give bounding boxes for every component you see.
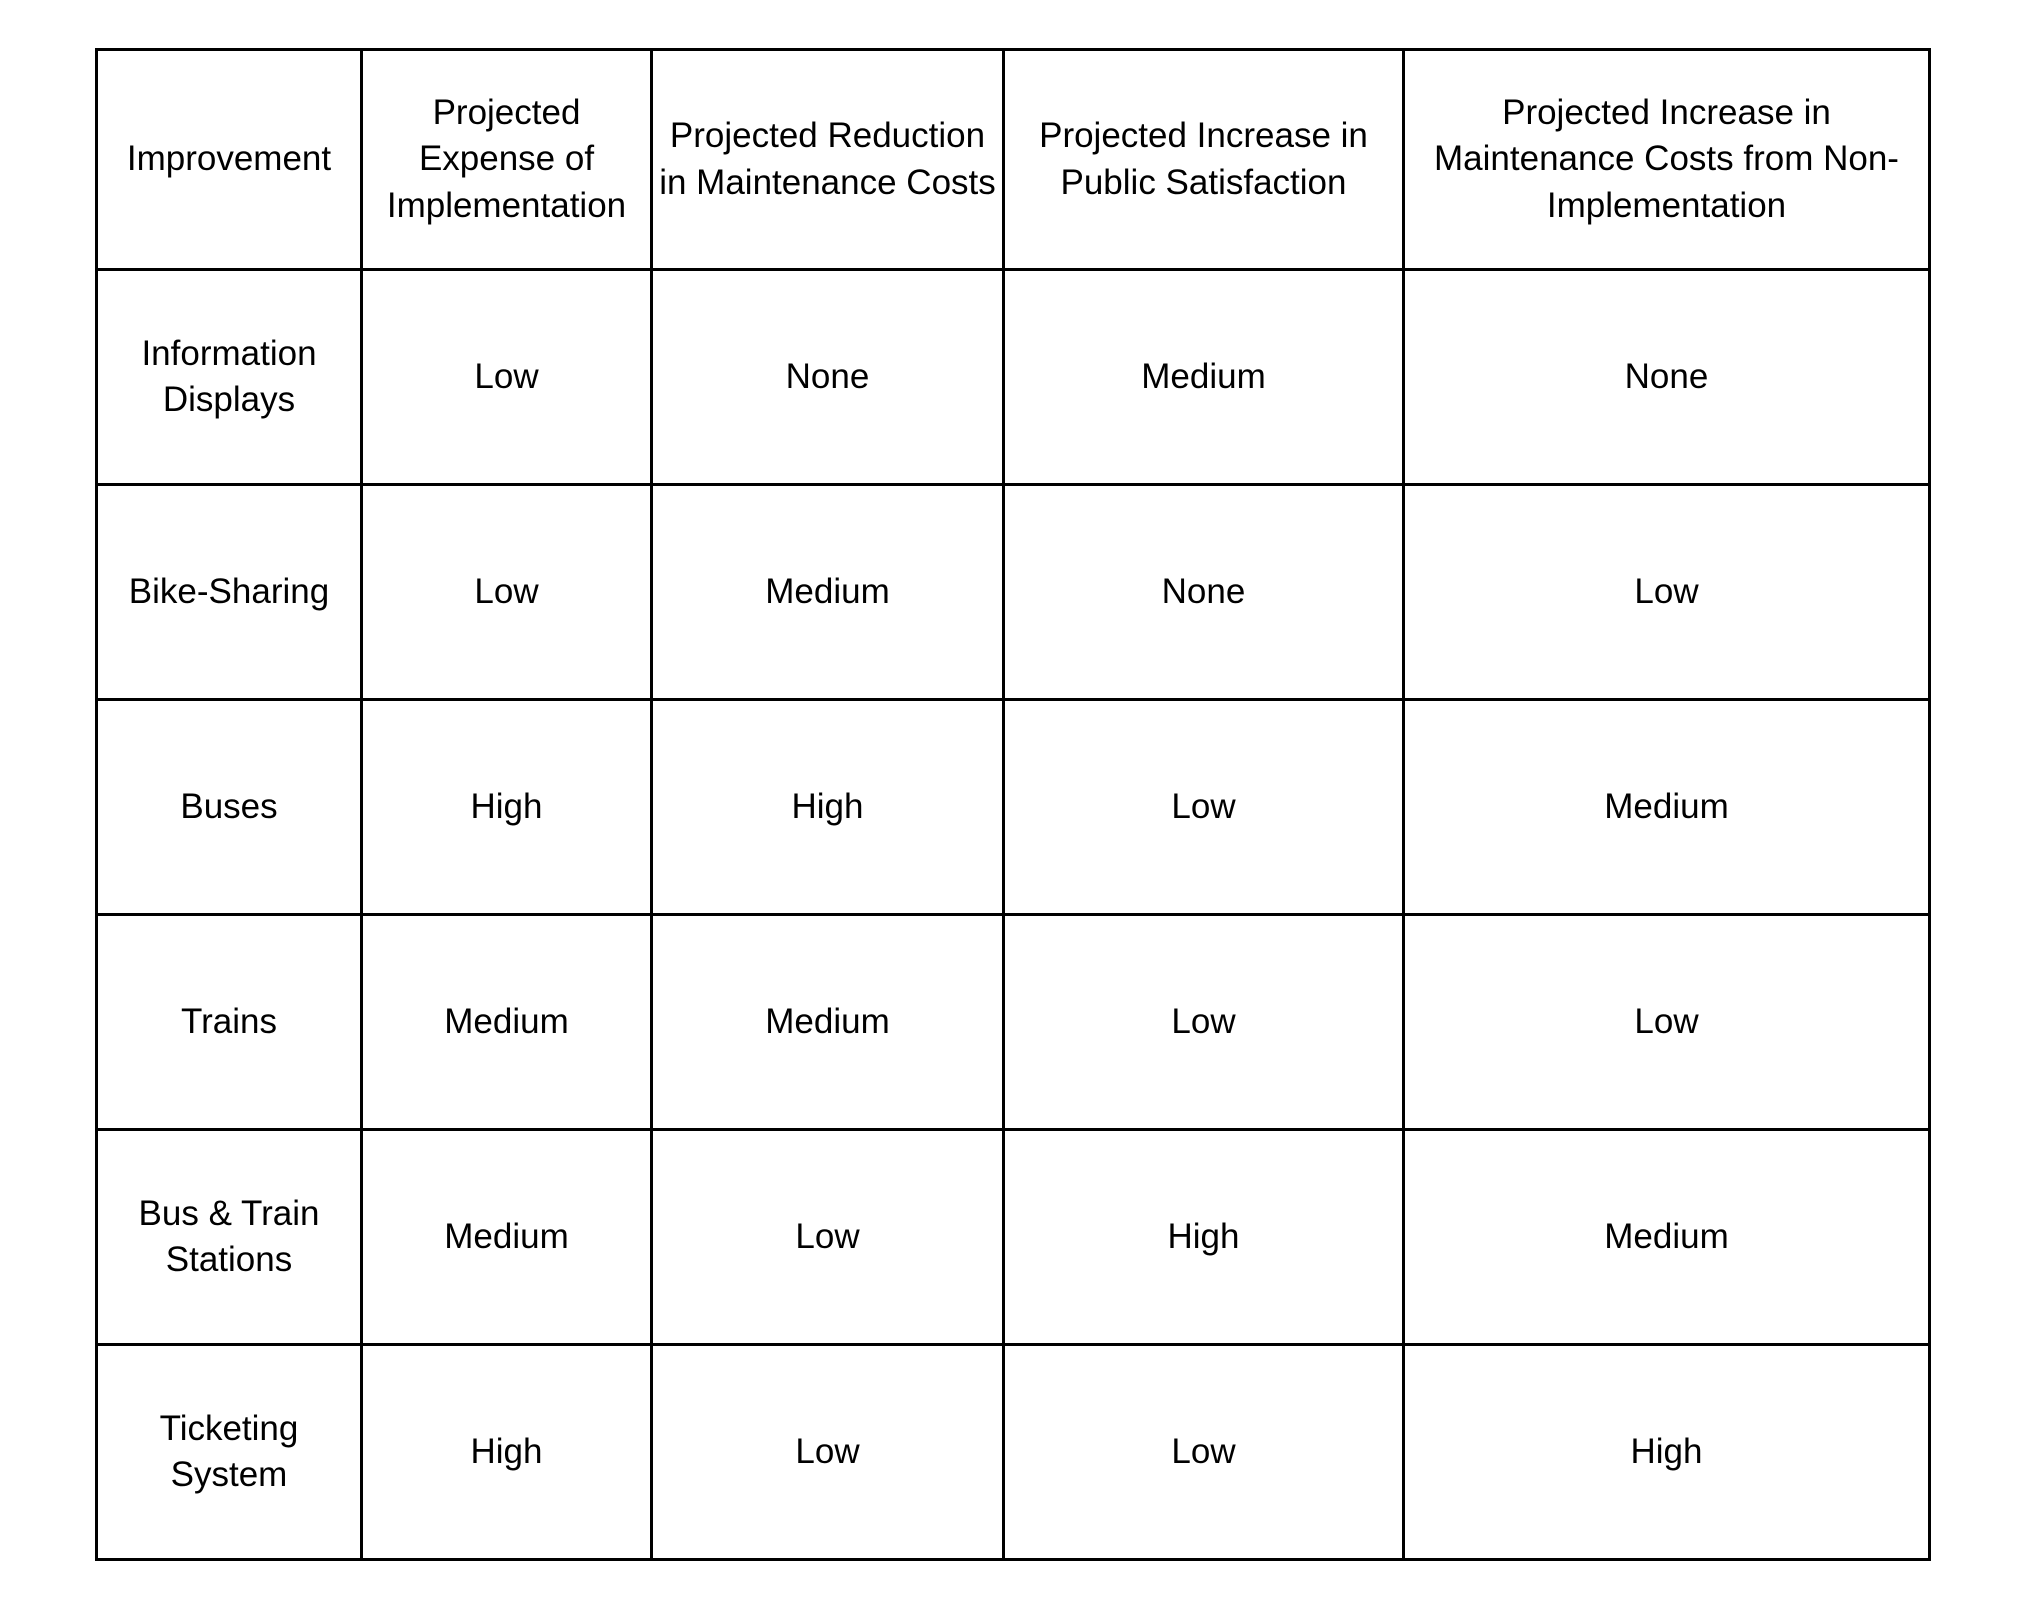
improvements-table: Improvement Projected Expense of Impleme… xyxy=(95,48,1931,1561)
column-header-projected-expense: Projected Expense of Implementation xyxy=(360,48,653,271)
table-cell: Medium xyxy=(360,913,653,1131)
table-cell: None xyxy=(1402,268,1931,486)
row-label: Bike-Sharing xyxy=(95,483,363,701)
table-row-trains: Trains Medium Medium Low Low xyxy=(95,913,1931,1131)
table-row-ticketing-system: Ticketing System High Low Low High xyxy=(95,1343,1931,1561)
table-cell: Medium xyxy=(1002,268,1405,486)
column-header-public-satisfaction: Projected Increase in Public Satisfactio… xyxy=(1002,48,1405,271)
row-label: Bus & Train Stations xyxy=(95,1128,363,1346)
table-cell: Medium xyxy=(1402,1128,1931,1346)
table-cell: Medium xyxy=(360,1128,653,1346)
table-row-bus-train-stations: Bus & Train Stations Medium Low High Med… xyxy=(95,1128,1931,1346)
column-header-improvement: Improvement xyxy=(95,48,363,271)
table-cell: Low xyxy=(360,268,653,486)
table-cell: Low xyxy=(1402,913,1931,1131)
table-cell: Low xyxy=(1402,483,1931,701)
table-cell: Medium xyxy=(650,913,1005,1131)
table-cell: Low xyxy=(1002,1343,1405,1561)
table-row-information-displays: Information Displays Low None Medium Non… xyxy=(95,268,1931,486)
table-cell: High xyxy=(360,698,653,916)
table-cell: High xyxy=(360,1343,653,1561)
row-label: Buses xyxy=(95,698,363,916)
table-cell: High xyxy=(650,698,1005,916)
table-cell: Low xyxy=(650,1343,1005,1561)
table-cell: High xyxy=(1002,1128,1405,1346)
row-label: Ticketing System xyxy=(95,1343,363,1561)
row-label: Information Displays xyxy=(95,268,363,486)
table-cell: High xyxy=(1402,1343,1931,1561)
table-cell: Low xyxy=(650,1128,1005,1346)
table-cell: Medium xyxy=(1402,698,1931,916)
column-header-maintenance-reduction: Projected Reduction in Maintenance Costs xyxy=(650,48,1005,271)
table-cell: None xyxy=(650,268,1005,486)
table-cell: Low xyxy=(1002,913,1405,1131)
table-cell: None xyxy=(1002,483,1405,701)
table-row-buses: Buses High High Low Medium xyxy=(95,698,1931,916)
column-header-non-implementation-cost: Projected Increase in Maintenance Costs … xyxy=(1402,48,1931,271)
table-cell: Low xyxy=(1002,698,1405,916)
table-cell: Low xyxy=(360,483,653,701)
table-row-bike-sharing: Bike-Sharing Low Medium None Low xyxy=(95,483,1931,701)
row-label: Trains xyxy=(95,913,363,1131)
header-row: Improvement Projected Expense of Impleme… xyxy=(95,48,1931,271)
table-cell: Medium xyxy=(650,483,1005,701)
